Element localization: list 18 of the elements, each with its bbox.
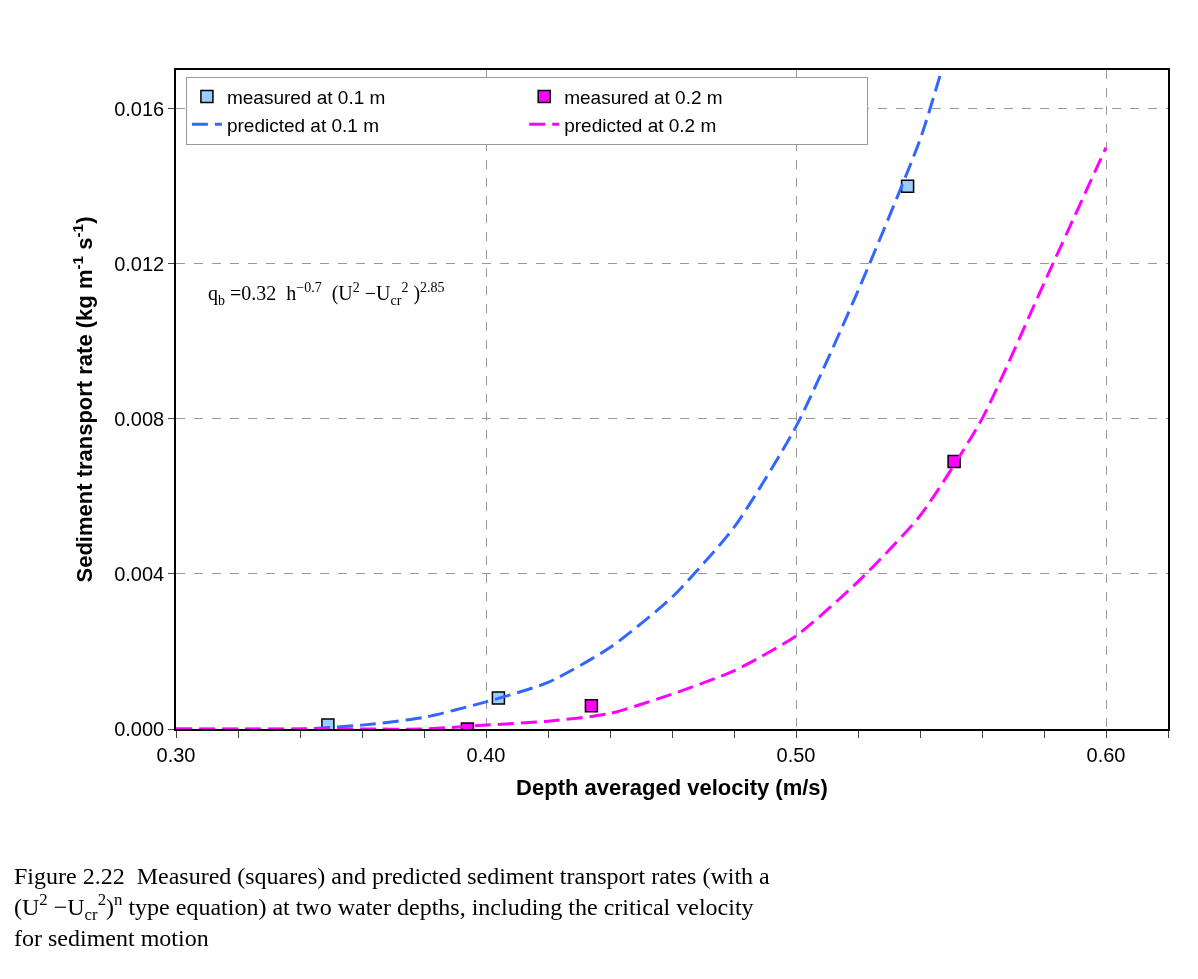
legend-label: predicted at 0.2 m (564, 114, 717, 136)
x-tick-label: 0.30 (156, 743, 196, 766)
legend-label: measured at 0.1 m (226, 86, 386, 108)
legend-label: measured at 0.2 m (564, 86, 723, 108)
y-tick-label: 0.008 (114, 407, 165, 430)
y-tick-label: 0.000 (114, 718, 165, 740)
y-tick-label: 0.016 (114, 97, 165, 120)
legend-label: predicted at 0.1 m (226, 114, 380, 136)
text: q$_{b}$ =0.32 h$^{−0.7}$ (U$^{2}$ −U$_{cr}$$^{2}$ )$^{2.85}$ (208, 280, 445, 308)
x-tick-label: 0.50 (776, 743, 816, 766)
y-tick-label: 0.004 (114, 562, 165, 585)
text: Figure 2.22 Measured (squares) and predicted sediment transport rates (with a (U$^{2}$ −U$_{cr}$$^{2}$)$^{n}$ type equation) at two water depths, including the critical velocity for sediment motion (14, 863, 770, 952)
point (584, 698, 599, 713)
line-series (176, 146, 1108, 729)
x-tick-label: 0.40 (466, 743, 506, 766)
x-axis-title: Depth averaged velocity (m/s) (516, 775, 828, 801)
x-tick-label: 0.60 (1086, 743, 1126, 766)
y-tick-label: 0.012 (114, 252, 165, 275)
